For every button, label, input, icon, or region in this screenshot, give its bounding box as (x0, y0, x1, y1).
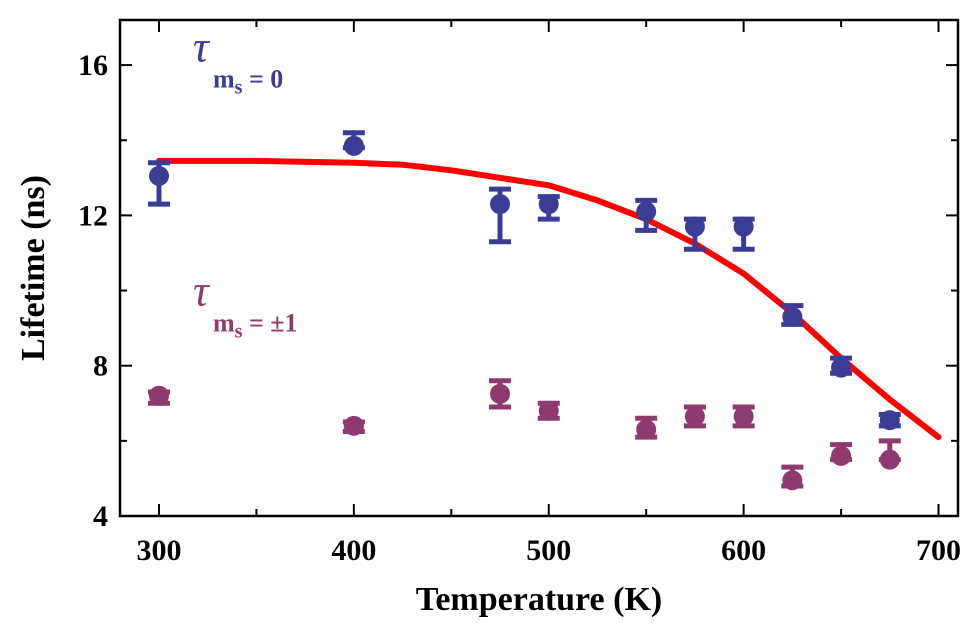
fit-curve (156, 157, 942, 441)
y-tick-label: 8 (93, 350, 108, 383)
data-point (490, 383, 511, 404)
data-point (879, 449, 900, 470)
data-point (343, 415, 364, 436)
subscript-value: = 0 (242, 64, 283, 93)
data-point (831, 445, 852, 466)
y-tick-label: 4 (93, 500, 108, 533)
x-tick-label: 400 (331, 534, 376, 567)
axes-layer: 300 400 500 600 700 4 8 12 16 Temperature (K) Life… (15, 18, 961, 618)
x-tick-label: 500 (526, 534, 571, 567)
subscript-m: m (213, 309, 235, 338)
y-axis-title: Lifetime (ns) (15, 175, 52, 361)
tau-subscript-label: ms = 0 (213, 64, 283, 98)
data-point (782, 306, 803, 327)
data-point (684, 216, 705, 237)
data-point (831, 357, 852, 378)
subscript-s: s (235, 76, 243, 98)
tau-subscript-label: ms = ±1 (213, 309, 298, 343)
series-ms-pm1 (147, 378, 901, 491)
fit-layer (156, 157, 942, 441)
subscript-value: = ±1 (242, 309, 297, 338)
x-tick-label: 300 (136, 534, 181, 567)
series-ms-0 (147, 130, 901, 431)
tau-symbol: τ (193, 22, 211, 71)
data-point (782, 470, 803, 491)
points-layer (147, 130, 901, 491)
subscript-s: s (235, 321, 243, 343)
subscript-m: m (213, 64, 235, 93)
data-point (148, 385, 169, 406)
plot-frame (118, 18, 960, 518)
data-point (733, 216, 754, 237)
x-tick-label: 600 (721, 534, 766, 567)
data-point (538, 194, 559, 215)
data-point (684, 406, 705, 427)
data-point (538, 400, 559, 421)
data-point (879, 410, 900, 431)
tau-symbol: τ (193, 267, 211, 316)
x-axis-title: Temperature (K) (416, 581, 662, 618)
x-tick-label: 700 (916, 534, 961, 567)
data-point (636, 201, 657, 222)
y-tick-label: 12 (78, 199, 108, 232)
data-point (636, 419, 657, 440)
data-point (490, 194, 511, 215)
data-point (148, 165, 169, 186)
data-point (343, 135, 364, 156)
y-tick-label: 16 (78, 49, 108, 82)
data-point (733, 406, 754, 427)
